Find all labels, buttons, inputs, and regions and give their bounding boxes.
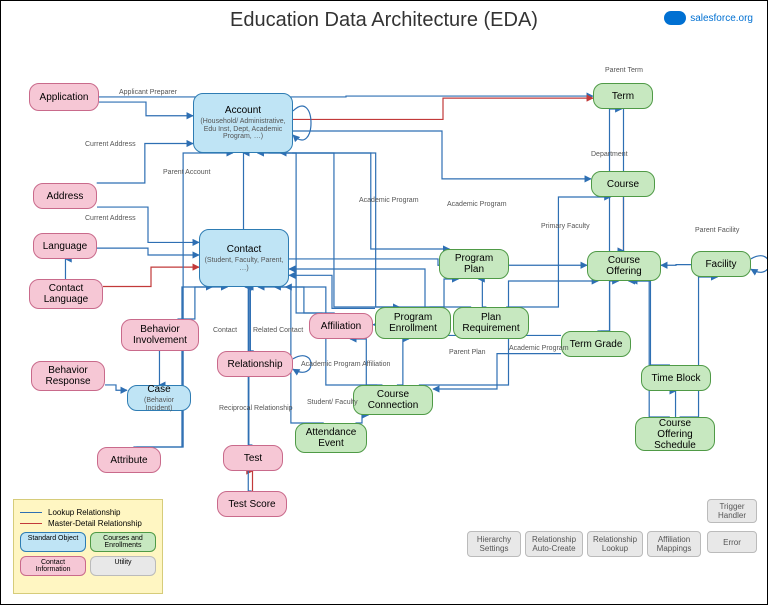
node-label: Course <box>607 179 639 190</box>
node-language: Language <box>33 233 97 259</box>
node-label: Course Offering <box>592 255 656 277</box>
edge-label: Current Address <box>85 141 136 148</box>
node-course_offering: Course Offering <box>587 251 661 281</box>
node-sublabel: (Behavior Incident) <box>132 397 186 412</box>
node-course_connection: Course Connection <box>353 385 433 415</box>
utility-error: Error <box>707 531 757 553</box>
node-label: Attendance Event <box>300 427 362 449</box>
edge-label: Parent Plan <box>449 349 486 356</box>
node-label: Application <box>40 92 89 103</box>
diagram-canvas: Education Data Architecture (EDA) salesf… <box>0 0 768 605</box>
edge-label: Parent Account <box>163 169 210 176</box>
node-behavior_response: Behavior Response <box>31 361 105 391</box>
legend-chip-contact: Contact Information <box>20 556 86 576</box>
node-label: Affiliation <box>321 321 361 332</box>
node-label: Behavior Involvement <box>126 324 194 346</box>
node-contact_language: Contact Language <box>29 279 103 309</box>
node-sublabel: (Student, Faculty, Parent, …) <box>204 257 284 272</box>
node-label: Attribute <box>110 455 147 466</box>
node-term_grade: Term Grade <box>561 331 631 357</box>
utility-affiliation_mappings: Affiliation Mappings <box>647 531 701 557</box>
node-case: Case (Behavior Incident) <box>127 385 191 411</box>
node-relationship: Relationship <box>217 351 293 377</box>
edge-label: Academic Program <box>509 345 569 352</box>
utility-hierarchy_settings: Hierarchy Settings <box>467 531 521 557</box>
legend: Lookup Relationship Master-Detail Relatio… <box>13 499 163 594</box>
node-label: Term <box>612 91 634 102</box>
node-label: Contact <box>227 244 261 255</box>
edge-label: Academic Program Affiliation <box>301 361 390 368</box>
cloud-icon <box>664 11 686 25</box>
node-test: Test <box>223 445 283 471</box>
node-attribute: Attribute <box>97 447 161 473</box>
node-label: Address <box>47 191 84 202</box>
node-test_score: Test Score <box>217 491 287 517</box>
node-plan_requirement: Plan Requirement <box>453 307 529 339</box>
node-account: Account (Household/ Administrative, Edu I… <box>193 93 293 153</box>
node-label: Program Enrollment <box>380 312 446 334</box>
node-program_plan: Program Plan <box>439 249 509 279</box>
edge-label: Reciprocal Relationship <box>219 405 293 412</box>
node-time_block: Time Block <box>641 365 711 391</box>
logo-text: salesforce.org <box>690 13 753 24</box>
node-label: Account <box>225 105 261 116</box>
node-course_offering_schedule: Course Offering Schedule <box>635 417 715 451</box>
salesforce-logo: salesforce.org <box>664 11 753 25</box>
node-label: Test <box>244 453 262 464</box>
node-label: Test Score <box>228 499 275 510</box>
utility-relationship_lookup: Relationship Lookup <box>587 531 643 557</box>
page-title: Education Data Architecture (EDA) <box>1 9 767 32</box>
edge-label: Related Contact <box>253 327 303 334</box>
edge-label: Academic Program <box>359 197 419 204</box>
node-label: Facility <box>705 259 736 270</box>
legend-master-detail: Master-Detail Relationship <box>20 519 156 528</box>
node-program_enrollment: Program Enrollment <box>375 307 451 339</box>
node-term: Term <box>593 83 653 109</box>
node-label: Behavior Response <box>36 365 100 387</box>
node-label: Language <box>43 241 88 252</box>
node-facility: Facility <box>691 251 751 277</box>
node-label: Time Block <box>651 373 700 384</box>
node-label: Term Grade <box>570 339 623 350</box>
edge-label: Current Address <box>85 215 136 222</box>
legend-chip-standard: Standard Object <box>20 532 86 552</box>
edge-label: Applicant Preparer <box>119 89 177 96</box>
edge-label: Department <box>591 151 628 158</box>
edge-label: Student/ Faculty <box>307 399 358 406</box>
node-label: Relationship <box>227 359 282 370</box>
utility-trigger_handler: Trigger Handler <box>707 499 757 523</box>
node-affiliation: Affiliation <box>309 313 373 339</box>
node-behavior_involvement: Behavior Involvement <box>121 319 199 351</box>
node-label: Program Plan <box>444 253 504 275</box>
node-label: Course Connection <box>358 389 428 411</box>
utility-relationship_auto: Relationship Auto-Create <box>525 531 583 557</box>
legend-chip-courses: Courses and Enrollments <box>90 532 156 552</box>
node-course: Course <box>591 171 655 197</box>
node-attendance_event: Attendance Event <box>295 423 367 453</box>
edge-label: Contact <box>213 327 237 334</box>
node-label: Course Offering Schedule <box>640 418 710 451</box>
edge-label: Parent Facility <box>695 227 739 234</box>
node-application: Application <box>29 83 99 111</box>
node-label: Contact Language <box>34 283 98 305</box>
legend-chip-utility: Utility <box>90 556 156 576</box>
node-contact: Contact (Student, Faculty, Parent, …) <box>199 229 289 287</box>
edge-label: Primary Faculty <box>541 223 590 230</box>
node-sublabel: (Household/ Administrative, Edu Inst, De… <box>198 118 288 141</box>
node-label: Plan Requirement <box>458 312 524 334</box>
edge-label: Academic Program <box>447 201 507 208</box>
node-address: Address <box>33 183 97 209</box>
legend-lookup: Lookup Relationship <box>20 508 156 517</box>
edge-label: Parent Term <box>605 67 643 74</box>
node-label: Case <box>147 384 170 395</box>
